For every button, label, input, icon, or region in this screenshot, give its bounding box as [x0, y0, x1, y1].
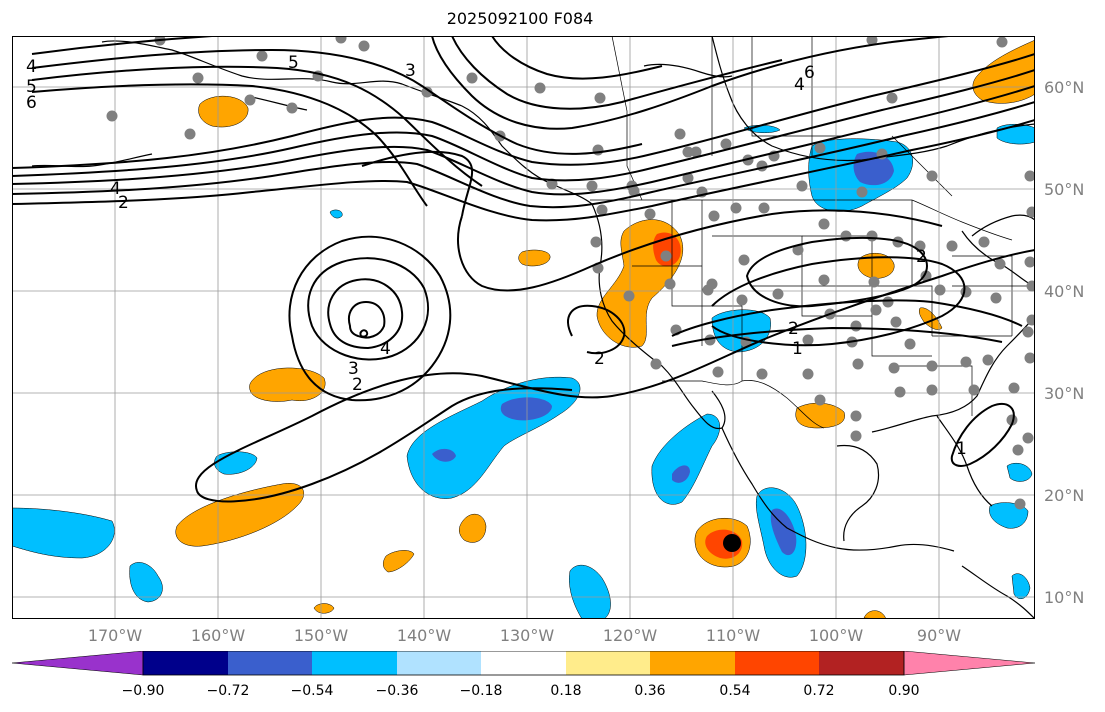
- colorbar-segment: [228, 651, 312, 675]
- colorbar-tick-label: 0.54: [719, 683, 751, 699]
- colorbar-segment: [143, 651, 228, 675]
- storm-center-marker: [723, 534, 741, 552]
- negative-anomaly-mexico-coast-core: [770, 508, 797, 556]
- colorbar-tick-label: −0.18: [459, 683, 503, 699]
- colorbar-tick-label: −0.36: [375, 683, 419, 699]
- negative-anomaly-central-pacific-core-1: [500, 397, 552, 421]
- contour-label: 6: [26, 93, 37, 113]
- negative-anomaly-south-2: [569, 564, 611, 619]
- contour-label: 5: [26, 77, 37, 97]
- lon-label-160w: 160°W: [190, 626, 246, 645]
- chart-title: 2025092100 F084: [446, 9, 594, 28]
- colorbar-tick-label: 0.18: [550, 683, 582, 699]
- lon-label-100w: 100°W: [808, 626, 864, 645]
- positive-anomaly-labrador: [972, 39, 1035, 104]
- negative-anomaly-central-pacific-core-2: [432, 448, 456, 462]
- lon-label-170w: 170°W: [87, 626, 143, 645]
- lat-label-20n: 20°N: [1044, 486, 1085, 505]
- contour-label: 6: [804, 63, 815, 83]
- contour-label: 2: [916, 247, 927, 267]
- colorbar-segment: [650, 651, 735, 675]
- negative-anomaly-west-edge: [12, 507, 115, 559]
- negative-anomaly-hudson: [996, 124, 1035, 145]
- lat-label-40n: 40°N: [1044, 282, 1085, 301]
- borders: [590, 36, 1035, 429]
- negative-anomaly-atlantic: [1006, 463, 1033, 482]
- lon-label-120w: 120°W: [602, 626, 658, 645]
- colorbar-tick-label: 0.72: [803, 683, 835, 699]
- lon-label-150w: 150°W: [293, 626, 349, 645]
- positive-anomaly-small-2: [459, 514, 487, 543]
- colorbar-tick-label: 0.36: [634, 683, 666, 699]
- contour-label: 1: [792, 339, 803, 359]
- colorbar-extend-low: [12, 651, 144, 676]
- negative-anomaly-baja-core: [672, 465, 690, 483]
- contour-label: 4: [26, 57, 37, 77]
- lon-label-90w: 90°W: [916, 626, 962, 645]
- contour-label: 2: [594, 349, 605, 369]
- colorbar-segment: [312, 651, 397, 675]
- colorbar-segment: [735, 651, 819, 675]
- contour-label: 3: [405, 61, 416, 81]
- lat-label-60n: 60°N: [1044, 78, 1085, 97]
- positive-anomaly-greatlakes: [857, 252, 895, 279]
- lon-label-130w: 130°W: [499, 626, 555, 645]
- contour-label: 4: [794, 75, 805, 95]
- positive-anomaly-alaska: [198, 96, 249, 128]
- lon-label-140w: 140°W: [396, 626, 452, 645]
- contour-label: 1: [956, 439, 967, 459]
- colorbar-segment: [397, 651, 481, 675]
- colorbar-segment: [566, 651, 650, 675]
- contour-label: 4: [110, 179, 121, 199]
- positive-anomaly-small-3: [383, 550, 415, 573]
- colorbar-extend-high: [903, 651, 1035, 676]
- colorbar-segment: [819, 651, 904, 675]
- lat-label-30n: 30°N: [1044, 384, 1085, 403]
- colorbar: [12, 651, 1035, 676]
- contour-value-labels: 4 5 6 5 3 6 4 4 2 3 2 4 2 2 1 2 1: [26, 53, 967, 459]
- lat-label-10n: 10°N: [1044, 588, 1085, 607]
- contour-label: 2: [118, 193, 129, 213]
- positive-anomaly-small-4: [313, 603, 335, 614]
- colorbar-segment: [481, 651, 566, 675]
- colorbar-tick-label: 0.90: [888, 683, 920, 699]
- negative-anomaly-south-1: [129, 562, 163, 603]
- contour-label: 3: [348, 359, 359, 379]
- contour-label: 2: [788, 319, 799, 339]
- colorbar-tick-label: −0.90: [121, 683, 165, 699]
- negative-anomaly-baja: [651, 413, 720, 505]
- lon-label-110w: 110°W: [705, 626, 761, 645]
- positive-anomaly-pacific-2: [175, 483, 305, 547]
- negative-anomaly-pacific-small: [329, 209, 343, 219]
- colorbar-tick-label: −0.72: [206, 683, 250, 699]
- colorbar-tick-label: −0.54: [290, 683, 334, 699]
- coastlines: [31, 36, 1035, 619]
- positive-anomaly-small-1: [518, 249, 551, 267]
- map-plot: 4 5 6 5 3 6 4 4 2 3 2 4 2 2 1 2 1: [12, 36, 1035, 619]
- contour-lines: [12, 36, 1035, 503]
- contour-label: 4: [380, 339, 391, 359]
- contour-label: 2: [352, 375, 363, 395]
- lat-label-50n: 50°N: [1044, 180, 1085, 199]
- contour-label: 5: [288, 53, 299, 73]
